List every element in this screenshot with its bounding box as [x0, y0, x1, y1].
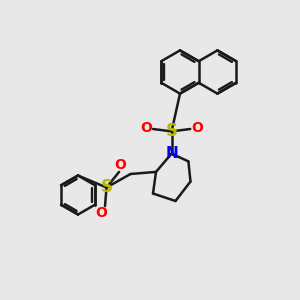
Text: O: O — [140, 121, 152, 135]
Text: S: S — [166, 122, 178, 140]
Text: N: N — [165, 146, 178, 161]
Text: O: O — [114, 158, 126, 172]
Text: S: S — [100, 178, 112, 196]
Text: O: O — [191, 121, 203, 135]
Text: O: O — [95, 206, 107, 220]
